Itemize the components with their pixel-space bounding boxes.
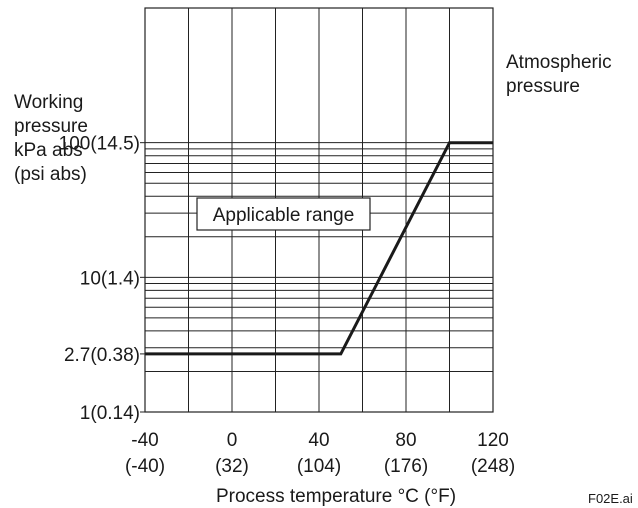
x-axis-title: Process temperature °C (°F) [216, 486, 456, 507]
grid [140, 7, 494, 413]
y-tick-label: 1(0.14) [80, 403, 140, 424]
x-tick-label: -40 [131, 430, 158, 451]
y-axis-title-line: Working [14, 92, 83, 113]
y-axis-title-line: (psi abs) [14, 164, 87, 185]
x-tick-label: 80 [395, 430, 416, 451]
applicable-range-box [196, 197, 371, 231]
applicable-range-label: Applicable range [213, 205, 355, 226]
label-layer: 1(0.14) 2.7(0.38) 10(1.4) 100(14.5) -40 (-40)… [14, 52, 633, 507]
atmospheric-pressure-label: pressure [506, 76, 580, 97]
x-tick-label: 120 [477, 430, 509, 451]
x-tick-sublabel: (104) [297, 456, 341, 477]
plot-frame [144, 7, 494, 413]
series-layer [145, 141, 493, 356]
y-tick-label: 2.7(0.38) [64, 345, 140, 366]
x-tick-sublabel: (248) [471, 456, 515, 477]
y-tick-label: 10(1.4) [80, 268, 140, 289]
y-tick-label: 100(14.5) [59, 134, 140, 155]
y-axis-title-line: pressure [14, 116, 88, 137]
y-axis-title-line: kPa abs [14, 140, 83, 161]
x-tick-sublabel: (-40) [125, 456, 165, 477]
x-tick-label: 40 [308, 430, 329, 451]
x-tick-sublabel: (32) [215, 456, 249, 477]
atmospheric-pressure-label: Atmospheric [506, 52, 612, 73]
series-line [145, 141, 493, 356]
figure-code: F02E.ai [588, 491, 633, 506]
x-tick-sublabel: (176) [384, 456, 428, 477]
x-tick-label: 0 [227, 430, 238, 451]
